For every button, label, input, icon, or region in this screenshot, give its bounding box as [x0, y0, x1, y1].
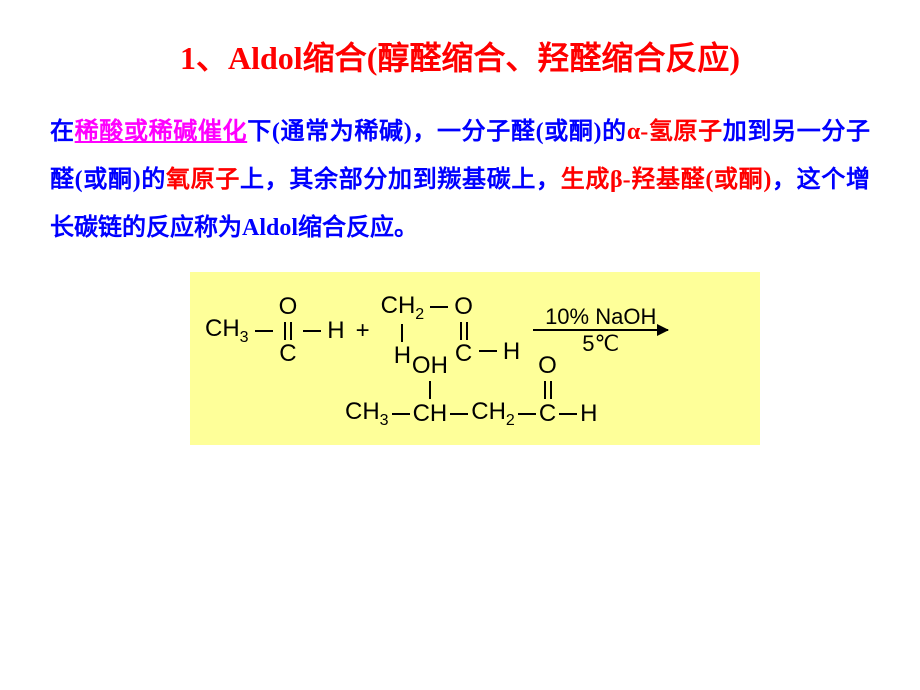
body-t8: 生成β-羟基醛(或酮) — [561, 167, 772, 193]
ch-oh-group: OH CH — [413, 400, 448, 429]
title-number: 1、 — [180, 40, 228, 76]
body-t6: 氧原子 — [166, 167, 240, 193]
ch2-group: CH2 — [471, 398, 515, 430]
slide-title: 1、Aldol缩合(醇醛缩合、羟醛缩合反应) — [50, 30, 870, 88]
double-bond — [460, 322, 468, 340]
carbon: C — [455, 340, 472, 369]
body-t7: 上，其余部分加到羰基碳上， — [240, 167, 561, 193]
double-bond — [284, 322, 292, 340]
single-bond-v — [429, 381, 431, 399]
body-paragraph: 在稀酸或稀碱催化下(通常为稀碱)，一分子醛(或酮)的α-氢原子加到另一分子醛(或… — [50, 108, 870, 252]
body-t1: 在 — [50, 119, 75, 145]
arrow-condition-top: 10% NaOH — [545, 305, 656, 329]
ch3-group: CH3 — [205, 315, 249, 347]
reactant-row: CH3 O C H + CH2 H O C H 10% NaOH 5℃ — [205, 292, 745, 371]
body-t2: 稀酸或稀碱催化 — [75, 119, 248, 145]
single-bond — [518, 413, 536, 415]
single-bond-v — [401, 324, 403, 342]
hydroxyl: OH — [412, 352, 448, 381]
title-suffix: (醇醛缩合、羟醛缩合反应) — [367, 40, 740, 76]
carbonyl-2: O C — [454, 293, 473, 369]
title-name: Aldol缩合 — [228, 40, 367, 76]
oxygen: O — [279, 293, 298, 322]
plus-sign: + — [356, 317, 370, 346]
arrow-condition-bottom: 5℃ — [582, 331, 619, 357]
ch2-label: CH2 — [381, 292, 425, 324]
carbonyl-3: O C — [539, 400, 556, 429]
body-t3: 下(通常为稀碱)，一分子醛(或酮)的 — [247, 119, 627, 145]
single-bond — [450, 413, 468, 415]
arrow-line — [533, 329, 668, 331]
oxygen: O — [538, 352, 557, 381]
ch3-group: CH3 — [345, 398, 389, 430]
chemistry-reaction-box: CH3 O C H + CH2 H O C H 10% NaOH 5℃ — [190, 272, 760, 446]
double-bond — [544, 381, 552, 399]
single-bond — [303, 330, 321, 332]
carbonyl-1: O C — [279, 293, 298, 369]
product-row: CH3 OH CH CH2 O C H — [345, 398, 745, 430]
carbon: C — [279, 340, 296, 369]
oxygen: O — [454, 293, 473, 322]
ch-label: CH — [413, 400, 448, 429]
single-bond — [392, 413, 410, 415]
single-bond — [559, 413, 577, 415]
single-bond — [479, 350, 497, 352]
reaction-arrow: 10% NaOH 5℃ — [533, 305, 668, 358]
single-bond — [255, 330, 273, 332]
hydrogen: H — [580, 400, 597, 429]
body-t4: α-氢原子 — [627, 119, 723, 145]
carbon: C — [539, 400, 556, 429]
hydrogen: H — [503, 338, 520, 367]
hydrogen: H — [327, 317, 344, 346]
single-bond — [430, 306, 448, 308]
hydrogen: H — [394, 342, 411, 371]
